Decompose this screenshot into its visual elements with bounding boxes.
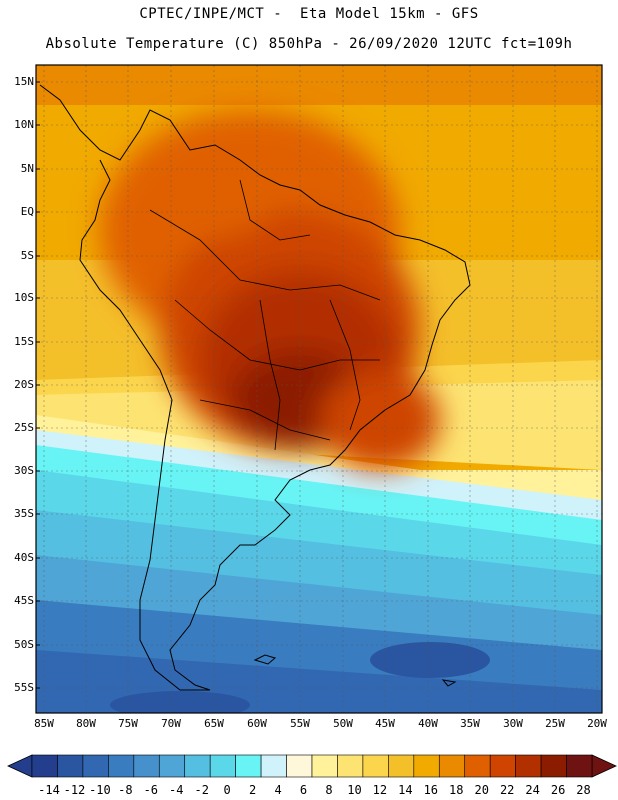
colorbar-swatch xyxy=(362,754,389,778)
colorbar xyxy=(7,754,617,778)
lon-label: 35W xyxy=(460,717,480,730)
lat-label: 15S xyxy=(14,335,34,348)
lon-label: 85W xyxy=(34,717,54,730)
colorbar-arrow-high xyxy=(591,754,617,778)
lat-label: 5S xyxy=(20,249,34,262)
lat-label: 15N xyxy=(14,75,34,88)
lon-label: 50W xyxy=(333,717,353,730)
colorbar-swatch xyxy=(286,754,313,778)
lat-label: 50S xyxy=(14,638,34,651)
colorbar-swatch xyxy=(388,754,415,778)
colorbar-swatch xyxy=(82,754,109,778)
lat-label: 20S xyxy=(14,378,34,391)
colorbar-swatch xyxy=(133,754,160,778)
colorbar-swatch xyxy=(540,754,567,778)
lat-label: 55S xyxy=(14,681,34,694)
coastline xyxy=(39,84,471,691)
colorbar-label: -6 xyxy=(143,783,159,797)
lon-label: 25W xyxy=(545,717,565,730)
lat-label: 45S xyxy=(14,594,34,607)
colorbar-label: 0 xyxy=(223,783,231,797)
lat-label: EQ xyxy=(20,205,34,218)
colorbar-label: 16 xyxy=(423,783,439,797)
lat-label: 10S xyxy=(14,291,34,304)
lon-label: 30W xyxy=(503,717,523,730)
colorbar-label: -14 xyxy=(38,783,60,797)
colorbar-swatch xyxy=(57,754,84,778)
colorbar-swatch xyxy=(337,754,364,778)
colorbar-swatch xyxy=(464,754,491,778)
lon-label: 40W xyxy=(418,717,438,730)
colorbar-label: 12 xyxy=(372,783,388,797)
colorbar-label: 4 xyxy=(274,783,282,797)
colorbar-label: 28 xyxy=(576,783,591,797)
lat-label: 10N xyxy=(14,118,34,131)
colorbar-swatch xyxy=(235,754,262,778)
lat-label: 40S xyxy=(14,551,34,564)
colorbar-label: 6 xyxy=(299,783,308,797)
colorbar-swatch xyxy=(260,754,287,778)
colorbar-arrow-low xyxy=(7,754,33,778)
colorbar-label: 10 xyxy=(347,783,362,797)
colorbar-label: 18 xyxy=(449,783,464,797)
title-line-1: CPTEC/INPE/MCT - Eta Model 15km - GFS xyxy=(139,6,479,22)
lon-label: 75W xyxy=(118,717,138,730)
lat-label: 25S xyxy=(14,421,34,434)
lon-label: 80W xyxy=(76,717,96,730)
colorbar-label: 24 xyxy=(525,783,540,797)
colorbar-label: 2 xyxy=(249,783,257,797)
colorbar-swatch xyxy=(438,754,466,778)
colorbar-swatch xyxy=(489,754,516,778)
colorbar-swatch xyxy=(209,754,236,778)
colorbar-swatch xyxy=(413,754,440,778)
colorbar-swatch xyxy=(108,754,135,778)
colorbar-label: 20 xyxy=(474,783,489,797)
lat-label: 35S xyxy=(14,507,34,520)
colorbar-label: 14 xyxy=(398,783,413,797)
colorbar-label: -2 xyxy=(194,783,209,797)
colorbar-label: -10 xyxy=(89,783,111,797)
lon-label: 70W xyxy=(161,717,181,730)
lat-label: 5N xyxy=(20,162,34,175)
lon-label: 60W xyxy=(247,717,267,730)
colorbar-swatch xyxy=(184,754,211,778)
lon-label: 20W xyxy=(587,717,607,730)
colorbar-swatch xyxy=(31,754,58,778)
colorbar-label: 22 xyxy=(499,783,515,797)
temperature-field xyxy=(36,65,602,713)
lon-label: 55W xyxy=(290,717,310,730)
colorbar-label: 26 xyxy=(550,783,566,797)
colorbar-label: -12 xyxy=(63,783,86,797)
colorbar-label: 8 xyxy=(325,783,333,797)
colorbar-label: -8 xyxy=(118,783,133,797)
colorbar-label: -4 xyxy=(169,783,184,797)
lat-label: 30S xyxy=(14,464,34,477)
lon-label: 65W xyxy=(204,717,224,730)
colorbar-swatch xyxy=(515,754,542,778)
lon-label: 45W xyxy=(375,717,395,730)
colorbar-swatch xyxy=(566,754,593,778)
colorbar-swatch xyxy=(311,754,338,778)
title-line-2: Absolute Temperature (C) 850hPa - 26/09/… xyxy=(45,36,573,52)
colorbar-swatch xyxy=(158,754,186,778)
